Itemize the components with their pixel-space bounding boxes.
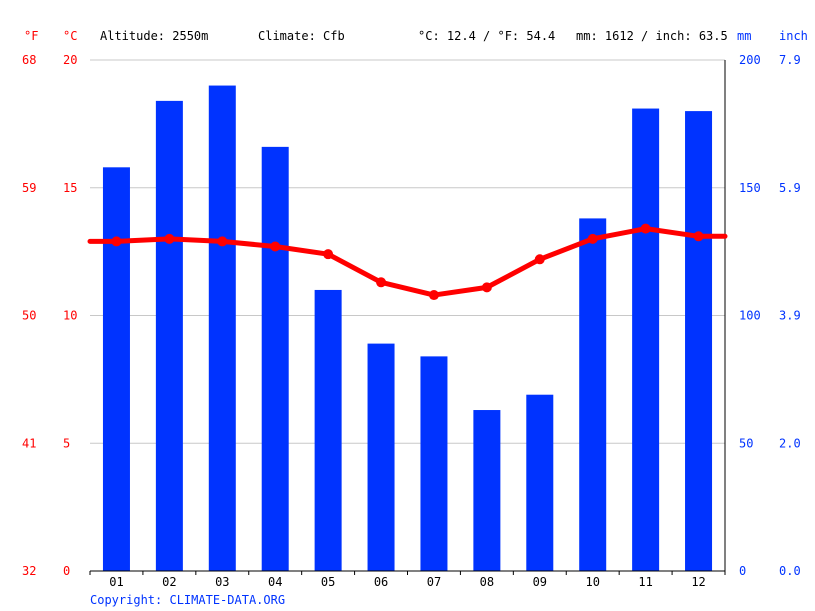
temperature-point bbox=[217, 236, 228, 247]
gridlines bbox=[90, 59, 725, 444]
inch-tick-label: 5.9 bbox=[779, 181, 801, 195]
month-label: 05 bbox=[321, 575, 335, 589]
month-label: 03 bbox=[215, 575, 229, 589]
climate-label: Climate: Cfb bbox=[258, 29, 345, 43]
temperature-point bbox=[323, 249, 334, 260]
celsius-tick-label: 15 bbox=[63, 181, 77, 195]
precipitation-summary: mm: 1612 / inch: 63.5 bbox=[576, 29, 728, 43]
precipitation-bar bbox=[632, 108, 660, 572]
temperature-line-path bbox=[87, 226, 728, 298]
precipitation-bar bbox=[685, 111, 713, 571]
precipitation-bar bbox=[155, 100, 183, 571]
precipitation-bar bbox=[579, 218, 607, 571]
temperature-point bbox=[693, 231, 704, 242]
precipitation-bar bbox=[526, 394, 554, 571]
celsius-tick-label: 0 bbox=[63, 564, 70, 578]
temperature-point bbox=[270, 241, 281, 252]
precipitation-bar bbox=[102, 167, 130, 571]
month-label: 06 bbox=[374, 575, 388, 589]
fahrenheit-unit-label: °F bbox=[24, 29, 38, 43]
mm-tick-label: 50 bbox=[739, 436, 753, 450]
precipitation-bar bbox=[208, 85, 236, 572]
month-label: 07 bbox=[427, 575, 441, 589]
mm-unit-label: mm bbox=[737, 29, 751, 43]
month-label: 10 bbox=[585, 575, 599, 589]
precipitation-bar bbox=[420, 356, 448, 571]
mm-tick-label: 200 bbox=[739, 53, 761, 67]
celsius-unit-label: °C bbox=[63, 29, 77, 43]
month-label: 11 bbox=[638, 575, 652, 589]
axes bbox=[89, 60, 726, 575]
celsius-tick-label: 10 bbox=[63, 309, 77, 323]
precipitation-bar bbox=[473, 410, 501, 571]
fahrenheit-tick-label: 50 bbox=[22, 309, 36, 323]
temperature-point bbox=[640, 223, 651, 234]
temperature-point bbox=[376, 277, 387, 288]
mm-tick-label: 100 bbox=[739, 309, 761, 323]
tick-labels: 32 0 0 0.0 41 5 50 2.0 50 10 100 3.9 59 15 150 5.9 68 20 2… bbox=[22, 53, 801, 589]
inch-unit-label: inch bbox=[779, 29, 808, 43]
month-label: 02 bbox=[162, 575, 176, 589]
temperature-point bbox=[111, 236, 122, 247]
altitude-label: Altitude: 2550m bbox=[100, 29, 208, 43]
month-label: 04 bbox=[268, 575, 282, 589]
celsius-tick-label: 5 bbox=[63, 436, 70, 450]
temperature-point bbox=[587, 233, 598, 244]
inch-tick-label: 2.0 bbox=[779, 436, 801, 450]
month-label: 08 bbox=[480, 575, 494, 589]
temperature-point bbox=[428, 290, 439, 301]
mm-tick-label: 0 bbox=[739, 564, 746, 578]
mm-tick-label: 150 bbox=[739, 181, 761, 195]
temperature-point bbox=[164, 233, 175, 244]
inch-tick-label: 7.9 bbox=[779, 53, 801, 67]
celsius-tick-label: 20 bbox=[63, 53, 77, 67]
month-label: 12 bbox=[691, 575, 705, 589]
precipitation-bars bbox=[102, 85, 713, 572]
precipitation-bar bbox=[261, 146, 289, 571]
fahrenheit-tick-label: 68 bbox=[22, 53, 36, 67]
temperature-point bbox=[534, 254, 545, 265]
temperature-summary: °C: 12.4 / °F: 54.4 bbox=[418, 29, 555, 43]
precipitation-bar bbox=[367, 343, 395, 571]
precipitation-bar bbox=[314, 289, 342, 571]
inch-tick-label: 3.9 bbox=[779, 309, 801, 323]
inch-tick-label: 0.0 bbox=[779, 564, 801, 578]
month-label: 01 bbox=[109, 575, 123, 589]
month-label: 09 bbox=[533, 575, 547, 589]
fahrenheit-tick-label: 41 bbox=[22, 436, 36, 450]
temperature-line bbox=[87, 223, 728, 301]
fahrenheit-tick-label: 59 bbox=[22, 181, 36, 195]
fahrenheit-tick-label: 32 bbox=[22, 564, 36, 578]
temperature-point bbox=[481, 282, 492, 293]
copyright-text: Copyright: CLIMATE-DATA.ORG bbox=[90, 593, 285, 607]
